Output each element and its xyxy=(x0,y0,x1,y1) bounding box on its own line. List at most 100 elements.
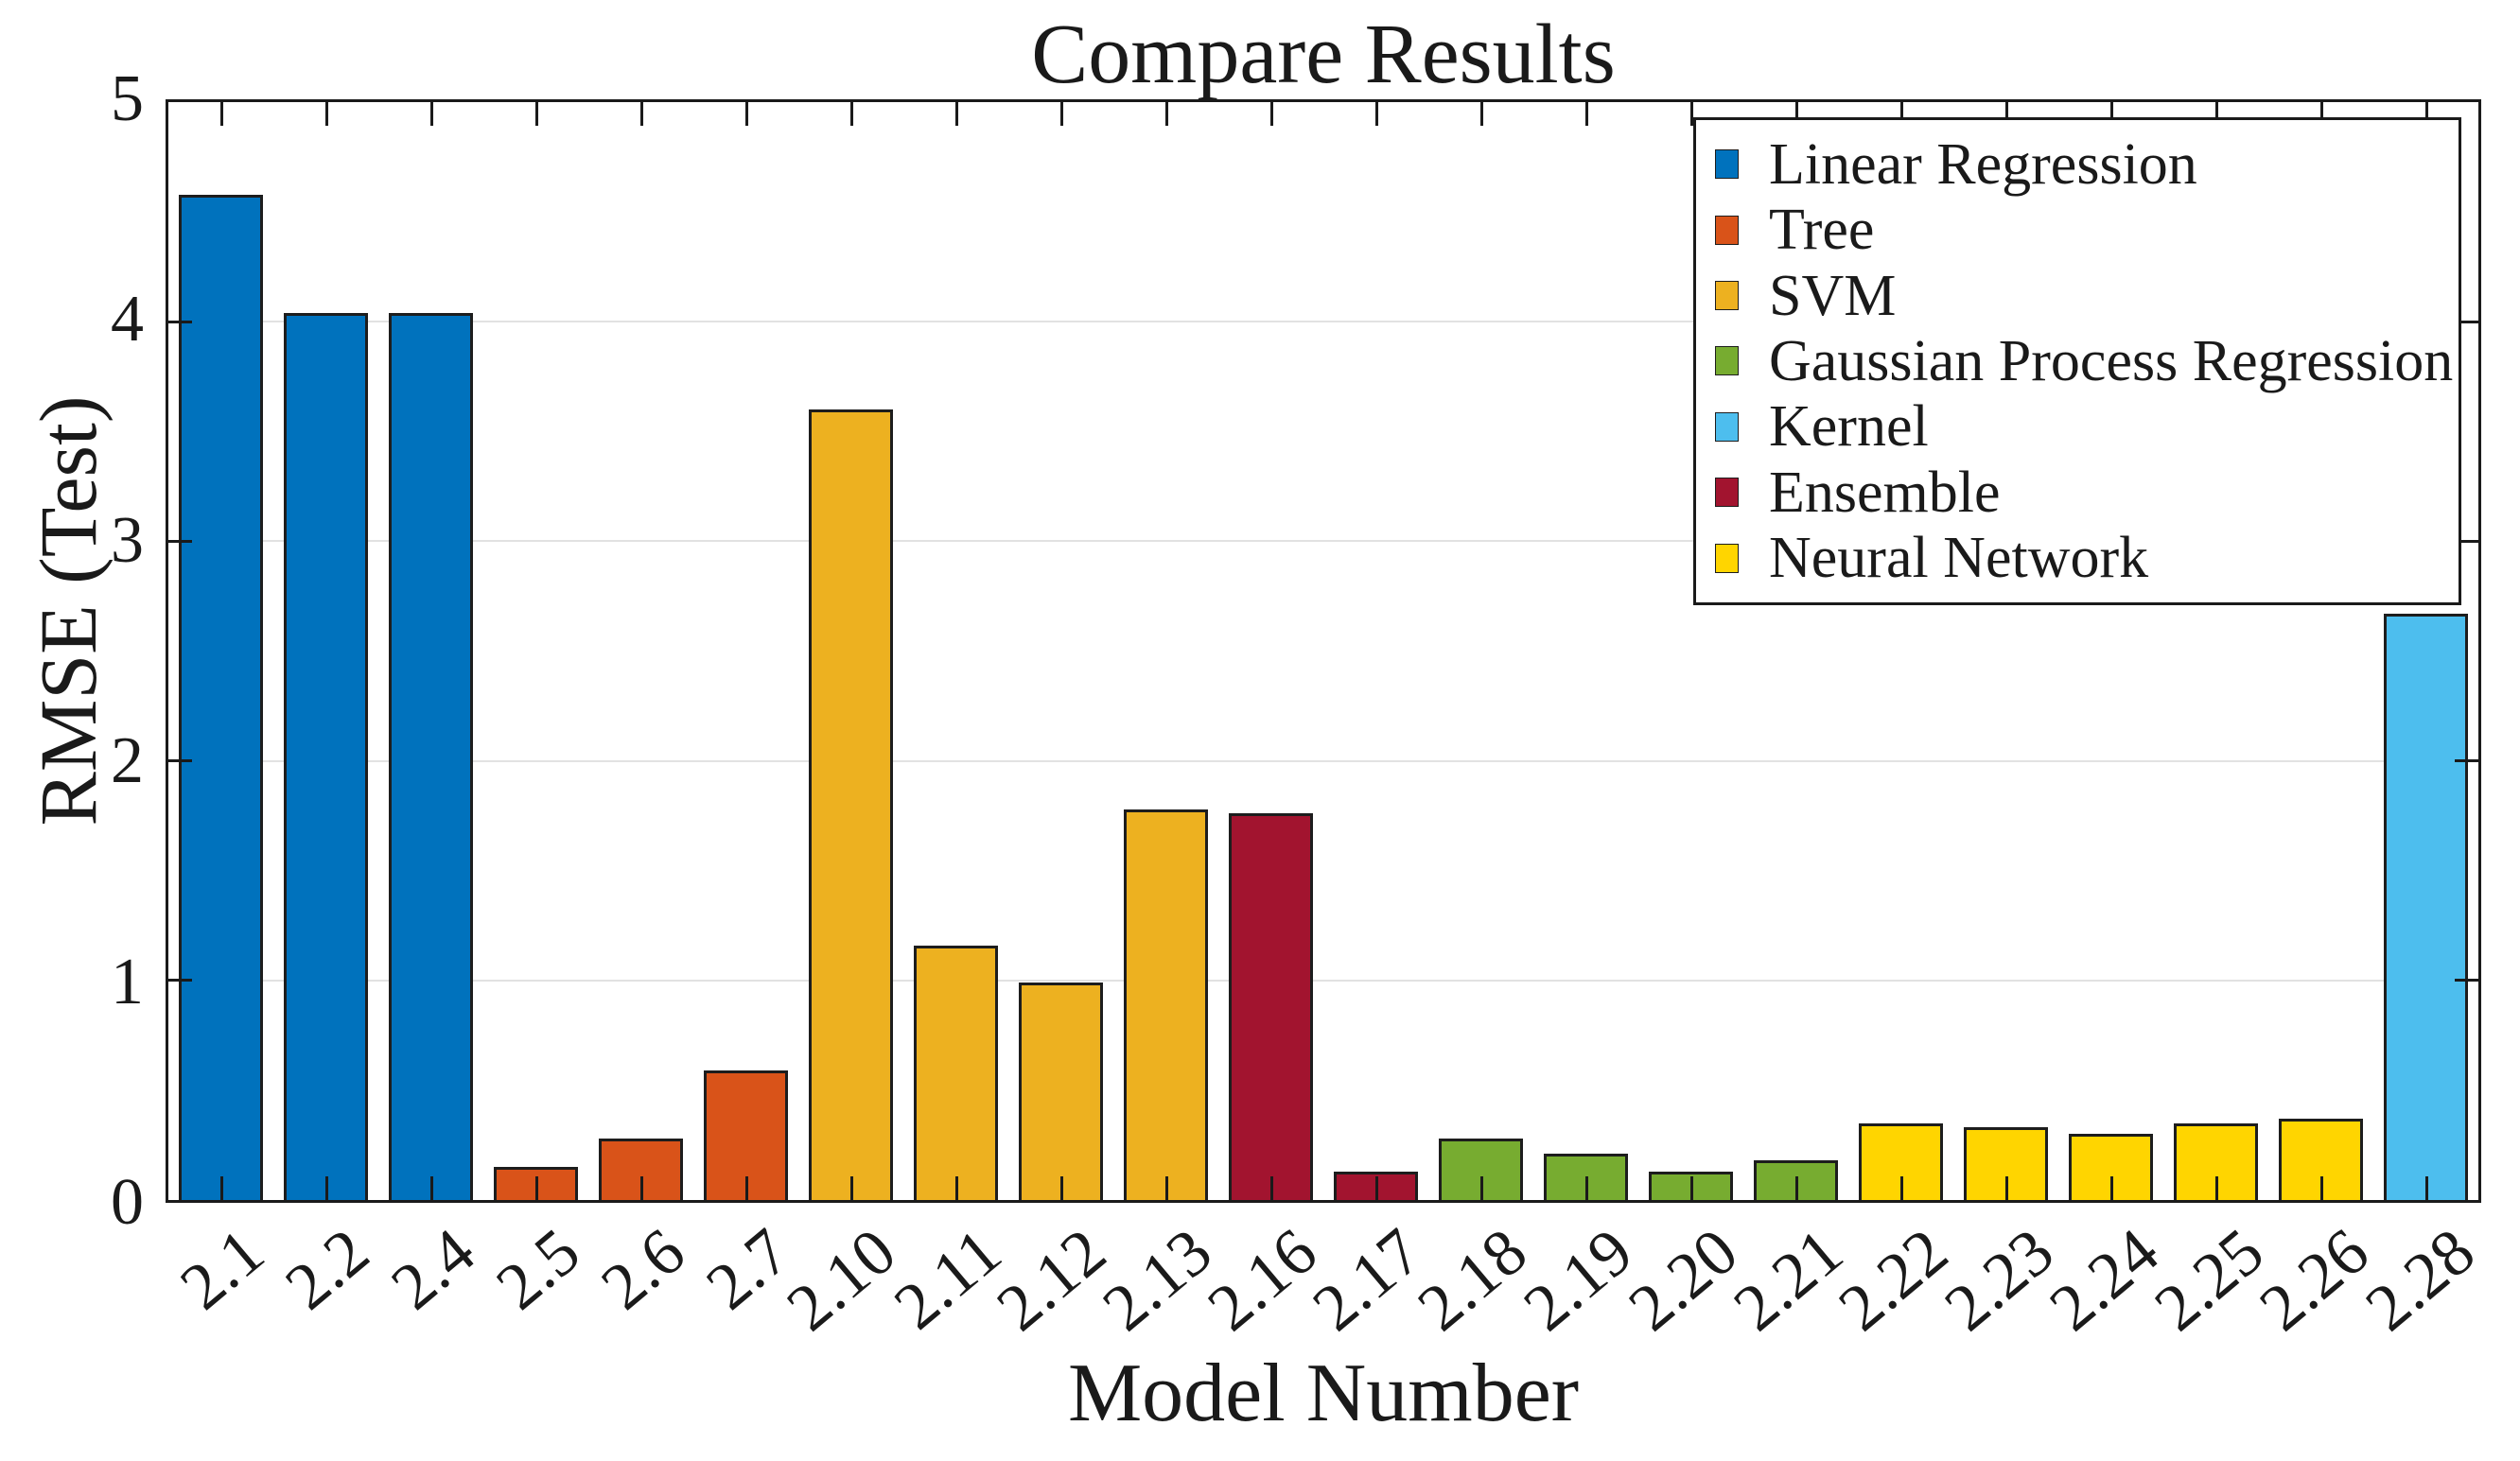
x-tick-slot-2.26: 2.26 xyxy=(2248,1203,2383,1354)
legend-label: SVM xyxy=(1769,263,1897,328)
bar-slot-2.1 xyxy=(168,102,273,1200)
plot-area: Linear Regression Tree SVM Gaussian Process… xyxy=(166,99,2481,1203)
x-tick-mark-top xyxy=(2319,102,2323,126)
x-tick-mark-top xyxy=(324,102,328,126)
bar-slot-2.13 xyxy=(1113,102,1218,1200)
x-tick-mark-top xyxy=(219,102,223,126)
x-tick-mark-top xyxy=(1689,102,1693,126)
y-tick-label-0: 0 xyxy=(111,1166,144,1239)
bar-2.16 xyxy=(1229,813,1313,1200)
x-tick-slot-2.22: 2.22 xyxy=(1826,1203,1961,1354)
x-tick-slot-2.23: 2.23 xyxy=(1932,1203,2067,1354)
y-tick-mark xyxy=(2455,320,2478,323)
x-tick-mark-top xyxy=(849,102,853,126)
bar-slot-2.23 xyxy=(1953,102,2058,1200)
bar-slot-2.22 xyxy=(1848,102,1953,1200)
bar-slot-2.28 xyxy=(2373,102,2478,1200)
x-tick-label-2.11: 2.11 xyxy=(881,1214,1015,1344)
legend-swatch-icon xyxy=(1715,543,1739,573)
legend-label: Neural Network xyxy=(1769,526,2149,591)
bar-slot-2.12 xyxy=(1008,102,1113,1200)
legend-swatch-icon xyxy=(1715,346,1739,376)
x-tick-mark-top xyxy=(2004,102,2008,126)
bar-2.26 xyxy=(2279,1119,2363,1200)
x-tick-slot-2.19: 2.19 xyxy=(1511,1203,1646,1354)
x-tick-mark xyxy=(2424,1176,2428,1200)
x-tick-mark-top xyxy=(1479,102,1483,126)
x-tick-mark xyxy=(429,1176,433,1200)
x-tick-slot-2.20: 2.20 xyxy=(1616,1203,1751,1354)
x-tick-mark-top xyxy=(954,102,958,126)
y-tick-mark xyxy=(2455,759,2478,763)
x-tick-mark xyxy=(744,1176,748,1200)
bar-slot-2.18 xyxy=(1428,102,1533,1200)
x-tick-mark xyxy=(1269,1176,1273,1200)
gridline-y-2 xyxy=(168,759,2478,762)
x-tick-mark-top xyxy=(1584,102,1588,126)
x-tick-mark xyxy=(2004,1176,2008,1200)
bar-slot-2.21 xyxy=(1743,102,1848,1200)
y-tick-label-2: 2 xyxy=(111,724,144,798)
x-tick-mark xyxy=(954,1176,958,1200)
x-tick-slot-2.2: 2.2 xyxy=(271,1203,383,1354)
bar-2.2 xyxy=(284,312,368,1200)
x-tick-slot-2.7: 2.7 xyxy=(691,1203,804,1354)
x-tick-label-2.6: 2.6 xyxy=(588,1214,699,1325)
x-tick-mark xyxy=(1689,1176,1693,1200)
gridline-y-1 xyxy=(168,979,2478,982)
x-tick-slot-2.5: 2.5 xyxy=(481,1203,594,1354)
x-tick-mark xyxy=(2214,1176,2218,1200)
x-tick-mark-top xyxy=(1164,102,1168,126)
x-tick-slot-2.10: 2.10 xyxy=(774,1203,909,1354)
bar-slot-2.10 xyxy=(798,102,903,1200)
x-tick-mark-top xyxy=(534,102,538,126)
bar-slot-2.5 xyxy=(483,102,588,1200)
legend-item-tree: Tree xyxy=(1715,199,2449,261)
x-tick-mark xyxy=(1374,1176,1378,1200)
x-axis-label: Model Number xyxy=(1067,1348,1580,1439)
x-tick-mark-top xyxy=(744,102,748,126)
x-tick-slot-2.18: 2.18 xyxy=(1405,1203,1540,1354)
bar-2.13 xyxy=(1124,809,1208,1200)
bar-slot-2.24 xyxy=(2058,102,2163,1200)
y-tick-mark xyxy=(2455,539,2478,543)
y-tick-mark xyxy=(2455,979,2478,983)
x-tick-label-2.5: 2.5 xyxy=(482,1214,594,1325)
x-tick-mark-top xyxy=(2214,102,2218,126)
x-tick-mark xyxy=(2319,1176,2323,1200)
legend-swatch-icon xyxy=(1715,281,1739,311)
x-tick-label-2.1: 2.1 xyxy=(167,1214,278,1325)
bar-slot-2.17 xyxy=(1323,102,1428,1200)
legend-item-kernel: Kernel xyxy=(1715,395,2449,458)
bar-slot-2.19 xyxy=(1533,102,1638,1200)
x-tick-slot-2.17: 2.17 xyxy=(1300,1203,1435,1354)
y-tick-label-4: 4 xyxy=(111,283,144,357)
x-tick-labels: 2.1 2.2 2.4 2.5 2.6 2.7 2.10 2.11 2.12 2.13 2.16 2.… xyxy=(166,1203,2488,1354)
x-tick-mark xyxy=(534,1176,538,1200)
y-tick-label-1: 1 xyxy=(111,945,144,1018)
x-tick-mark-top xyxy=(2109,102,2113,126)
chart-title: Compare Results xyxy=(1031,8,1616,101)
x-tick-slot-2.24: 2.24 xyxy=(2037,1203,2172,1354)
x-tick-mark xyxy=(219,1176,223,1200)
bar-2.28 xyxy=(2384,614,2468,1200)
x-tick-mark-top xyxy=(1059,102,1063,126)
legend-swatch-icon xyxy=(1715,215,1739,245)
bar-slot-2.25 xyxy=(2163,102,2268,1200)
legend-label: Tree xyxy=(1769,198,1875,263)
x-tick-slot-2.4: 2.4 xyxy=(376,1203,489,1354)
legend-swatch-icon xyxy=(1715,478,1739,508)
x-tick-mark xyxy=(2109,1176,2113,1200)
x-tick-mark-top xyxy=(1899,102,1903,126)
x-tick-slot-2.13: 2.13 xyxy=(1090,1203,1225,1354)
x-tick-label-2.4: 2.4 xyxy=(377,1214,489,1325)
bar-slot-2.20 xyxy=(1638,102,1743,1200)
bars-row xyxy=(168,102,2478,1200)
x-tick-mark-top xyxy=(429,102,433,126)
x-tick-mark xyxy=(1479,1176,1483,1200)
x-tick-mark-top xyxy=(2424,102,2428,126)
x-tick-slot-2.6: 2.6 xyxy=(586,1203,699,1354)
x-tick-mark xyxy=(1899,1176,1903,1200)
legend-item-svm: SVM xyxy=(1715,265,2449,327)
